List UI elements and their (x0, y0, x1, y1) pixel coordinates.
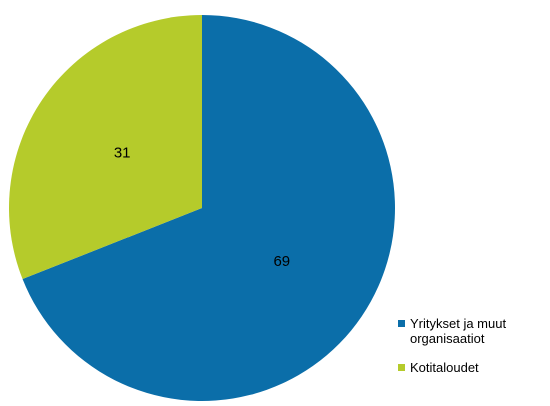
legend-item: Kotitaloudet (398, 360, 538, 375)
legend-swatch (398, 364, 405, 371)
legend-swatch (398, 320, 405, 327)
pie-slice (22, 15, 396, 401)
legend-label: Kotitaloudet (410, 360, 479, 375)
legend-label: Yritykset ja muut organisaatiot (410, 316, 507, 346)
legend-item: Yritykset ja muut organisaatiot (398, 316, 538, 346)
legend: Yritykset ja muut organisaatiot Kotitalou… (398, 316, 538, 389)
data-label: 69 (273, 253, 290, 270)
pie-slice (8, 15, 202, 280)
data-label: 31 (114, 145, 131, 162)
